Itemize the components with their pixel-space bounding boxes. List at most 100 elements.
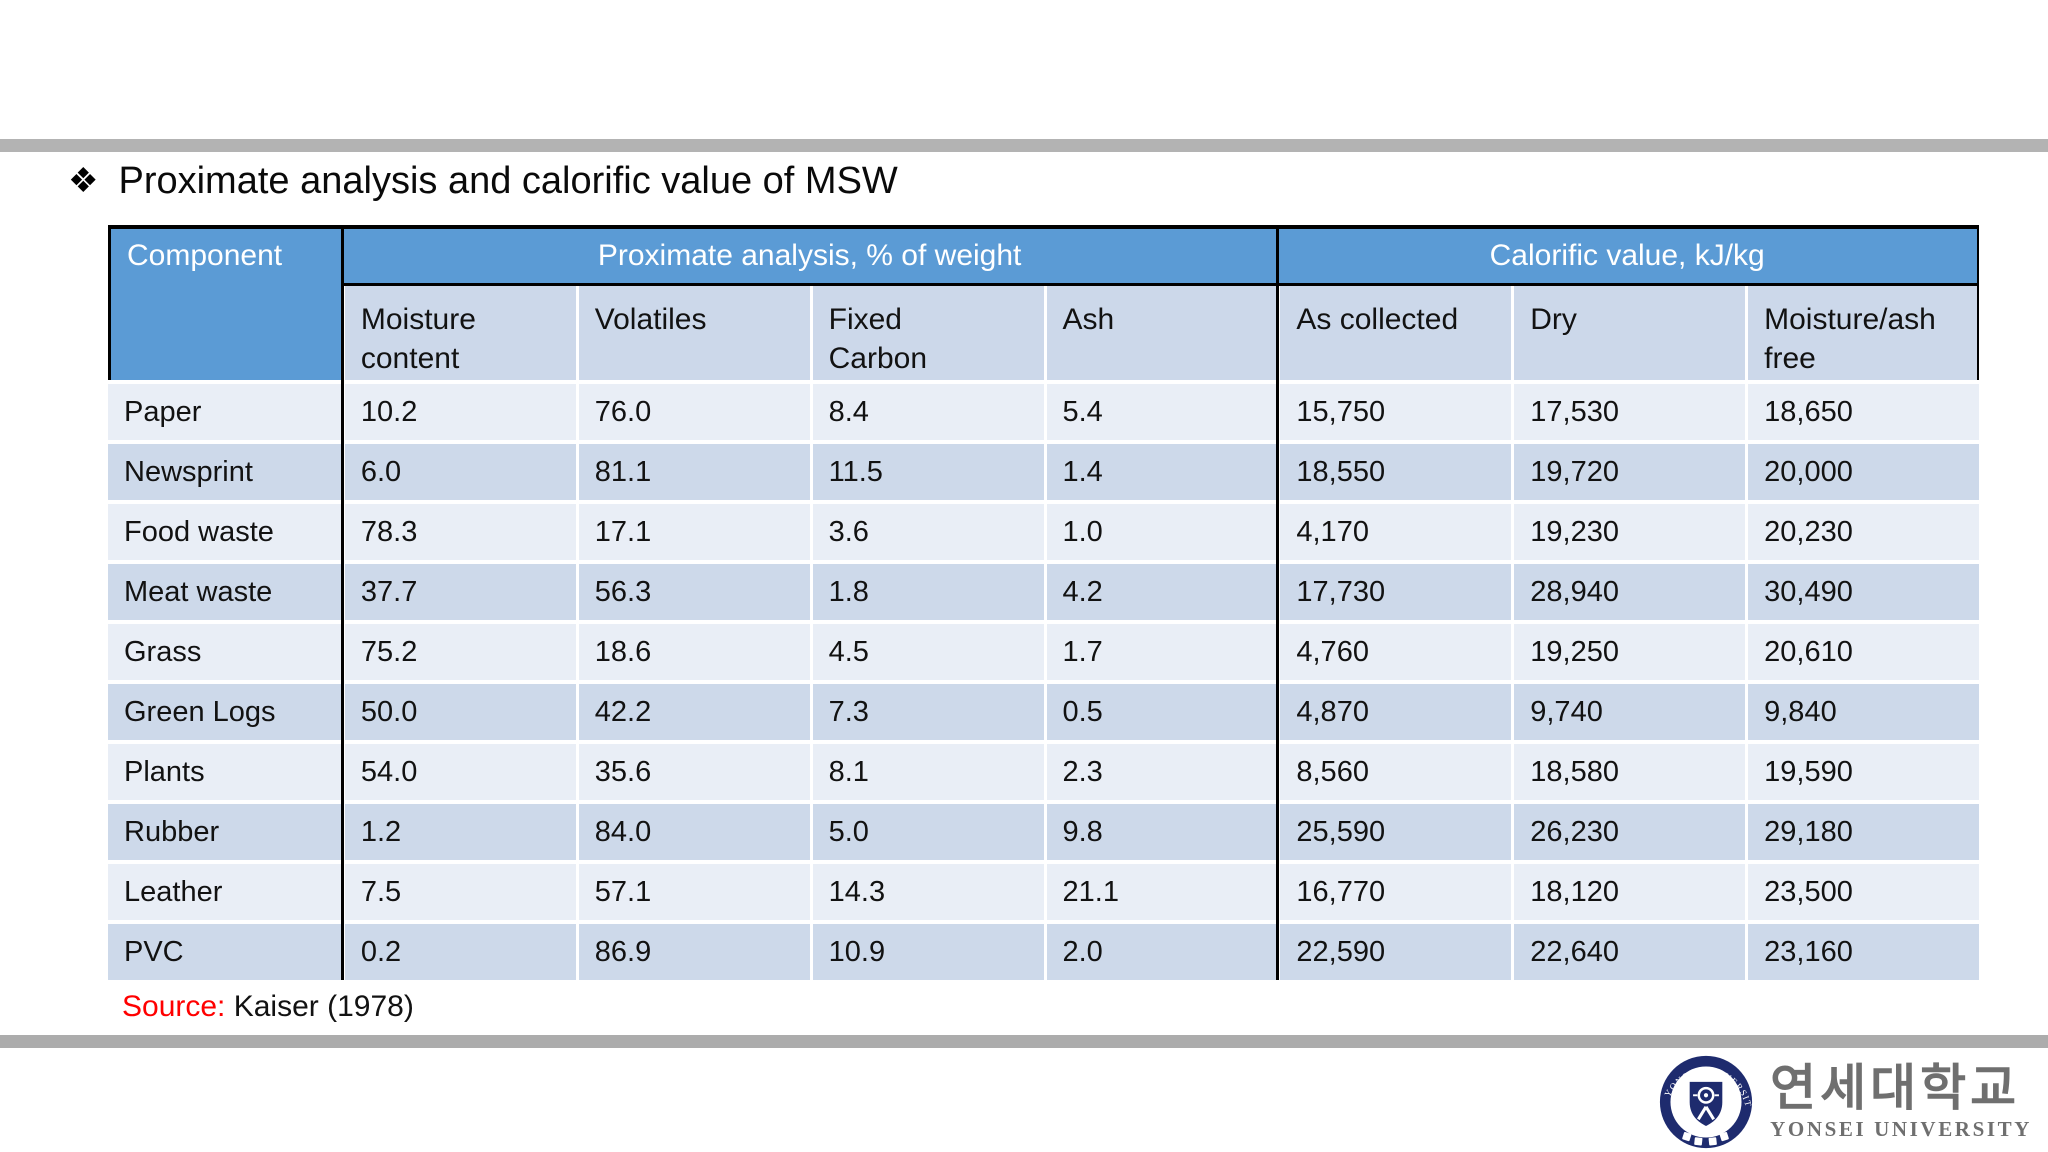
corner-header-component: Component xyxy=(108,229,342,380)
value-cell: 2.3 xyxy=(1043,740,1278,800)
page-title: Proximate analysis and calorific value o… xyxy=(118,159,898,202)
value-cell: 23,500 xyxy=(1745,860,1979,920)
source-line: Source: Kaiser (1978) xyxy=(122,990,414,1024)
group-header-calorific: Calorific value, kJ/kg xyxy=(1277,229,1979,286)
logo-korean-name: 연세대학교 xyxy=(1770,1059,2021,1116)
value-cell: 4.5 xyxy=(809,620,1044,680)
value-cell: 7.3 xyxy=(809,680,1044,740)
value-cell: 18,580 xyxy=(1511,740,1746,800)
sub-header-dry: Dry xyxy=(1511,286,1746,380)
value-cell: 75.2 xyxy=(341,620,576,680)
component-cell: PVC xyxy=(108,920,342,980)
value-cell: 4,170 xyxy=(1277,500,1512,560)
component-cell: Leather xyxy=(108,860,342,920)
group-header-row: Component Proximate analysis, % of weigh… xyxy=(108,229,1979,380)
value-cell: 4,760 xyxy=(1277,620,1512,680)
value-cell: 25,590 xyxy=(1277,800,1512,860)
value-cell: 50.0 xyxy=(341,680,576,740)
value-cell: 19,590 xyxy=(1745,740,1979,800)
value-cell: 18.6 xyxy=(575,620,810,680)
value-cell: 7.5 xyxy=(341,860,576,920)
value-cell: 16,770 xyxy=(1277,860,1512,920)
value-cell: 1.0 xyxy=(1043,500,1278,560)
value-cell: 10.9 xyxy=(809,920,1044,980)
component-cell: Green Logs xyxy=(108,680,342,740)
value-cell: 1.4 xyxy=(1043,440,1278,500)
table-row: Leather 7.5 57.1 14.3 21.1 16,770 18,120 23,500 xyxy=(108,860,1979,920)
table-row: Plants 54.0 35.6 8.1 2.3 8,560 18,580 19,590 xyxy=(108,740,1979,800)
value-cell: 28,940 xyxy=(1511,560,1746,620)
msw-table-container: Component Proximate analysis, % of weigh… xyxy=(108,225,1979,980)
value-cell: 4,870 xyxy=(1277,680,1512,740)
value-cell: 19,720 xyxy=(1511,440,1746,500)
value-cell: 37.7 xyxy=(341,560,576,620)
black-column-divider-right xyxy=(1276,225,1280,980)
value-cell: 30,490 xyxy=(1745,560,1979,620)
sub-header-volatiles: Volatiles xyxy=(575,286,810,380)
logo-english-name: YONSEI UNIVERSITY xyxy=(1770,1117,2032,1142)
value-cell: 17,730 xyxy=(1277,560,1512,620)
value-cell: 5.4 xyxy=(1043,380,1278,440)
value-cell: 84.0 xyxy=(575,800,810,860)
value-cell: 29,180 xyxy=(1745,800,1979,860)
value-cell: 35.6 xyxy=(575,740,810,800)
value-cell: 0.5 xyxy=(1043,680,1278,740)
value-cell: 8.4 xyxy=(809,380,1044,440)
value-cell: 42.2 xyxy=(575,680,810,740)
value-cell: 8.1 xyxy=(809,740,1044,800)
table-row: Green Logs 50.0 42.2 7.3 0.5 4,870 9,740 9,840 xyxy=(108,680,1979,740)
component-cell: Plants xyxy=(108,740,342,800)
value-cell: 18,120 xyxy=(1511,860,1746,920)
component-cell: Food waste xyxy=(108,500,342,560)
table-row: Meat waste 37.7 56.3 1.8 4.2 17,730 28,940 30,4… xyxy=(108,560,1979,620)
value-cell: 1.7 xyxy=(1043,620,1278,680)
sub-header-ash: Ash xyxy=(1043,286,1278,380)
value-cell: 9,840 xyxy=(1745,680,1979,740)
table-row: Grass 75.2 18.6 4.5 1.7 4,760 19,250 20,610 xyxy=(108,620,1979,680)
yonsei-logo: YONSEI UNIVERSITY 연세대학교 YONSEI UNIVERSIT… xyxy=(1658,1054,2032,1150)
component-cell: Rubber xyxy=(108,800,342,860)
sub-header-moisture-ash-free: Moisture/ash free xyxy=(1745,286,1979,380)
value-cell: 18,550 xyxy=(1277,440,1512,500)
table-row: Food waste 78.3 17.1 3.6 1.0 4,170 19,230 20,23… xyxy=(108,500,1979,560)
component-cell: Newsprint xyxy=(108,440,342,500)
group-header-proximate: Proximate analysis, % of weight xyxy=(341,229,1278,286)
value-cell: 2.0 xyxy=(1043,920,1278,980)
source-citation: Kaiser (1978) xyxy=(233,990,414,1023)
sub-header-row: Moisture content Volatiles Fixed Carbon … xyxy=(108,286,1979,380)
value-cell: 17,530 xyxy=(1511,380,1746,440)
value-cell: 18,650 xyxy=(1745,380,1979,440)
table-row: PVC 0.2 86.9 10.9 2.0 22,590 22,640 23,160 xyxy=(108,920,1979,980)
title-row: ❖ Proximate analysis and calorific value… xyxy=(68,156,898,206)
value-cell: 11.5 xyxy=(809,440,1044,500)
msw-table: Component Proximate analysis, % of weigh… xyxy=(108,225,1979,980)
value-cell: 9,740 xyxy=(1511,680,1746,740)
diamond-bullet-icon: ❖ xyxy=(68,162,99,200)
value-cell: 76.0 xyxy=(575,380,810,440)
value-cell: 10.2 xyxy=(341,380,576,440)
sub-header-as-collected: As collected xyxy=(1277,286,1512,380)
value-cell: 22,590 xyxy=(1277,920,1512,980)
value-cell: 57.1 xyxy=(575,860,810,920)
value-cell: 0.2 xyxy=(341,920,576,980)
value-cell: 20,230 xyxy=(1745,500,1979,560)
value-cell: 21.1 xyxy=(1043,860,1278,920)
value-cell: 9.8 xyxy=(1043,800,1278,860)
black-column-divider-left xyxy=(340,225,344,980)
value-cell: 6.0 xyxy=(341,440,576,500)
component-cell: Meat waste xyxy=(108,560,342,620)
top-divider-bar xyxy=(0,139,2048,152)
yonsei-seal-icon: YONSEI UNIVERSITY xyxy=(1658,1054,1753,1149)
value-cell: 26,230 xyxy=(1511,800,1746,860)
sub-header-fixed-carbon: Fixed Carbon xyxy=(809,286,1044,380)
value-cell: 22,640 xyxy=(1511,920,1746,980)
value-cell: 15,750 xyxy=(1277,380,1512,440)
table-row: Rubber 1.2 84.0 5.0 9.8 25,590 26,230 29,180 xyxy=(108,800,1979,860)
table-row: Paper 10.2 76.0 8.4 5.4 15,750 17,530 18,650 xyxy=(108,380,1979,440)
bottom-divider-bar xyxy=(0,1035,2048,1048)
value-cell: 78.3 xyxy=(341,500,576,560)
value-cell: 1.2 xyxy=(341,800,576,860)
value-cell: 14.3 xyxy=(809,860,1044,920)
value-cell: 20,000 xyxy=(1745,440,1979,500)
